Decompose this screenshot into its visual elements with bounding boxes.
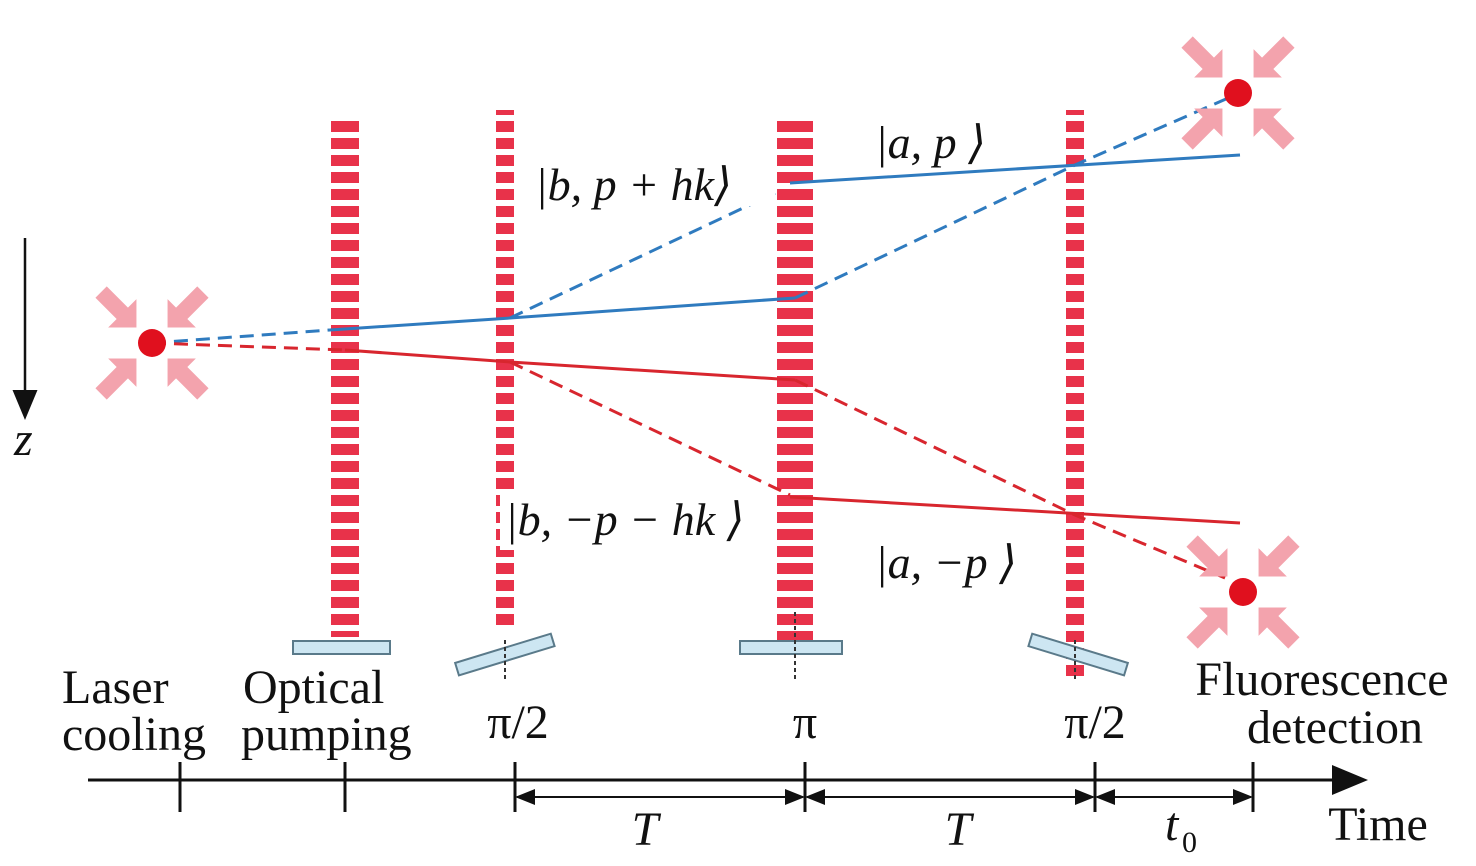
z-label: z (13, 413, 33, 466)
cooling-beam-arrow (1186, 607, 1228, 649)
atom (138, 329, 166, 357)
cooling-beam-arrow (167, 286, 209, 328)
interval-label: t (1165, 798, 1180, 851)
blue-paths (151, 93, 1241, 345)
mirror (1027, 632, 1130, 677)
cooling-beam-arrow (1253, 36, 1295, 78)
cooling-beam-arrow (1181, 36, 1223, 78)
stage-label: Fluorescence (1195, 653, 1448, 706)
path (789, 153, 1241, 185)
pulse-label: π/2 (1064, 696, 1126, 749)
beam (331, 115, 359, 637)
atom-trap (1181, 36, 1295, 150)
pulse-label: π/2 (487, 696, 549, 749)
interval-subscript: 0 (1182, 826, 1197, 859)
path (151, 341, 346, 352)
path (789, 495, 1241, 525)
mirror (292, 640, 391, 655)
stage-label: detection (1247, 701, 1423, 754)
trajectories (151, 93, 1241, 580)
stage-label: Optical (243, 661, 384, 714)
state-label: |b, −p − hk ⟩ (505, 494, 745, 545)
cooling-beam-arrow (1181, 108, 1223, 150)
path (794, 378, 1226, 580)
cooling-beam-arrow (95, 286, 137, 328)
cooling-beam-arrow (167, 358, 209, 400)
atoms (95, 36, 1300, 649)
pulse-label: π (793, 696, 817, 749)
beam (1066, 110, 1084, 680)
path (794, 93, 1236, 300)
stage-label: cooling (62, 708, 206, 761)
stage-label: Laser (62, 661, 169, 714)
atom-trap (95, 286, 209, 400)
path (344, 348, 796, 382)
atom (1229, 578, 1257, 606)
cooling-beam-arrow (1253, 108, 1295, 150)
path (509, 360, 791, 497)
path (509, 191, 776, 320)
cooling-beam-arrow (1258, 607, 1300, 649)
cooling-beam-arrow (1186, 535, 1228, 577)
red-paths (151, 341, 1241, 580)
cooling-beam-arrow (1258, 535, 1300, 577)
state-label: |a, p ⟩ (875, 117, 986, 168)
state-label: |a, −p ⟩ (875, 537, 1017, 588)
mirror (739, 640, 843, 655)
atom (1224, 79, 1252, 107)
interval-label: T (945, 803, 975, 856)
mirrors (292, 612, 1130, 680)
time-label: Time (1328, 798, 1428, 851)
cooling-beam-arrow (95, 358, 137, 400)
label-bg (500, 492, 775, 550)
beam (777, 115, 813, 640)
atom-trap (1186, 535, 1300, 649)
interval-label: T (632, 803, 662, 856)
state-label: |b, p + hk⟩ (535, 159, 732, 210)
path (151, 328, 331, 345)
stage-label: pumping (241, 708, 412, 761)
path (329, 296, 796, 332)
label-bg (530, 148, 775, 206)
